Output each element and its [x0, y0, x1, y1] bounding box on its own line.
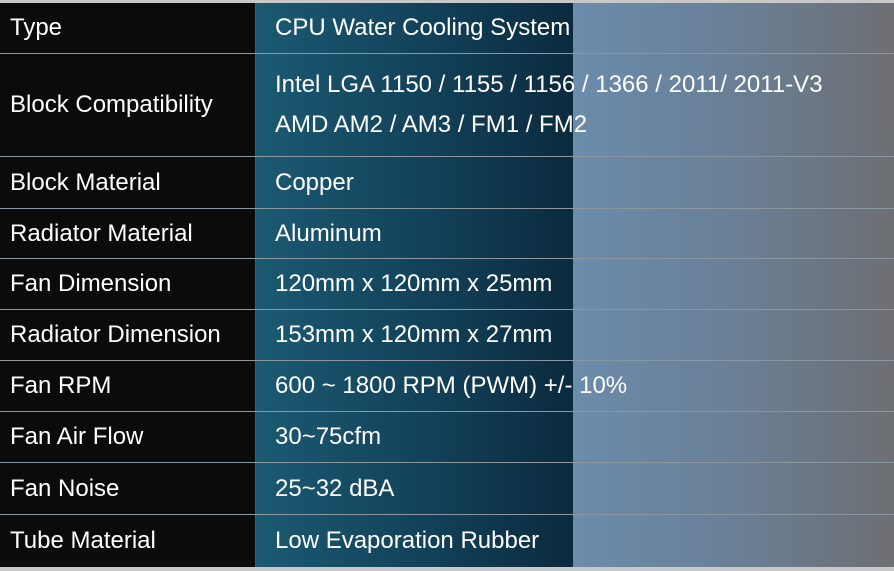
spec-value: Low Evaporation Rubber [275, 515, 539, 567]
spec-value-line: 153mm x 120mm x 27mm [275, 321, 553, 348]
spec-label: Radiator Dimension [10, 321, 221, 348]
spec-label: Block Compatibility [10, 91, 213, 118]
label-column [0, 3, 255, 567]
spec-value-line: 600 ~ 1800 RPM (PWM) +/- 10% [275, 372, 628, 399]
spec-value-line: Low Evaporation Rubber [275, 527, 540, 554]
spec-row: Radiator Dimension 153mm x 120mm x 27mm [0, 310, 894, 361]
spec-row: Fan RPM 600 ~ 1800 RPM (PWM) +/- 10% [0, 361, 894, 412]
column-divider [255, 3, 256, 567]
spec-row: Type CPU Water Cooling System [0, 3, 894, 54]
spec-value: Aluminum [275, 209, 382, 258]
spec-value-line: Intel LGA 1150 / 1155 / 1156 / 1366 / 20… [275, 71, 823, 98]
spec-label: Tube Material [10, 527, 156, 554]
spec-label: Fan Noise [10, 474, 120, 502]
spec-label: Fan Air Flow [10, 423, 144, 450]
spec-value-line: 30~75cfm [275, 423, 382, 450]
value-column-fade [573, 3, 894, 567]
spec-row: Fan Dimension 120mm x 120mm x 25mm [0, 259, 894, 310]
spec-value-line: CPU Water Cooling System [275, 14, 571, 41]
spec-row: Fan Air Flow 30~75cfm [0, 412, 894, 463]
spec-value: Intel LGA 1150 / 1155 / 1156 / 1366 / 20… [275, 54, 823, 156]
spec-row: Block Material Copper [0, 157, 894, 209]
spec-value: 600 ~ 1800 RPM (PWM) +/- 10% [275, 361, 627, 411]
spec-value-line: AMD AM2 / AM3 / FM1 / FM2 [275, 111, 588, 138]
spec-row: Block Compatibility Intel LGA 1150 / 1155… [0, 54, 894, 157]
spec-value: CPU Water Cooling System [275, 3, 570, 53]
spec-value-line: 120mm x 120mm x 25mm [275, 270, 553, 297]
spec-value: 153mm x 120mm x 27mm [275, 310, 552, 360]
spec-value-line: Copper [275, 168, 354, 196]
spec-value: 30~75cfm [275, 412, 381, 462]
spec-label: Block Material [10, 168, 161, 196]
spec-value: 25~32 dBA [275, 463, 394, 514]
spec-row: Radiator Material Aluminum [0, 209, 894, 259]
spec-value: 120mm x 120mm x 25mm [275, 259, 552, 309]
spec-label: Fan RPM [10, 372, 112, 399]
spec-row: Fan Noise 25~32 dBA [0, 463, 894, 515]
rows: Type CPU Water Cooling System Block Compat… [0, 3, 894, 567]
spec-label: Type [10, 14, 63, 41]
spec-label: Fan Dimension [10, 270, 172, 297]
spec-row: Tube Material Low Evaporation Rubber [0, 515, 894, 567]
spec-value-line: Aluminum [275, 219, 382, 247]
spec-value-line: 25~32 dBA [275, 474, 395, 502]
value-column [255, 3, 573, 567]
spec-value: Copper [275, 157, 354, 208]
spec-label: Radiator Material [10, 219, 193, 247]
